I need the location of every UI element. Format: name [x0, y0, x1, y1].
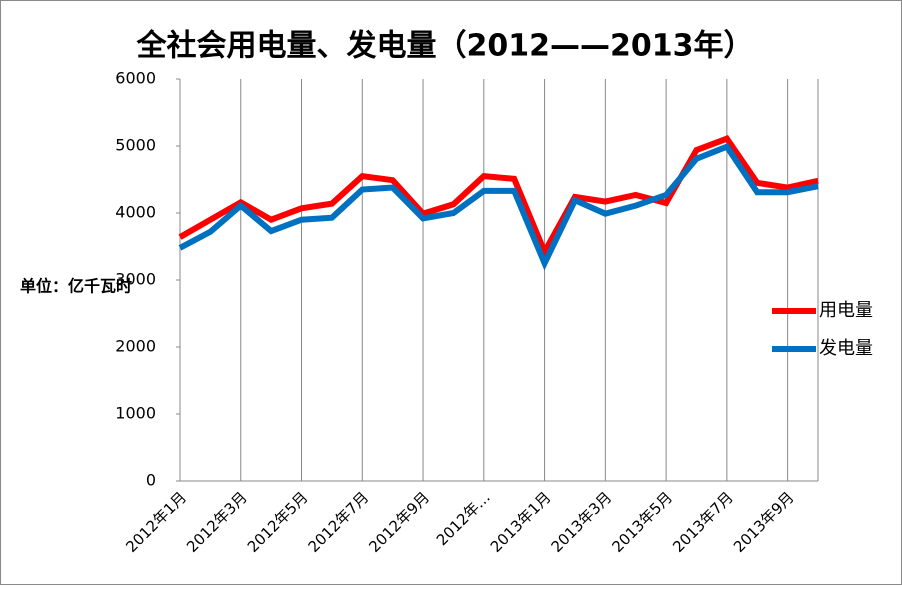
series-line	[178, 134, 819, 259]
y-tick-label: 1000	[115, 404, 156, 423]
y-tick-label: 5000	[115, 136, 156, 155]
y-tick-label: 0	[146, 471, 156, 490]
legend-label: 发电量	[819, 338, 873, 359]
legend-label: 用电量	[819, 300, 873, 321]
y-tick-label: 3000	[115, 270, 156, 289]
y-tick-label: 4000	[115, 203, 156, 222]
series-line	[178, 142, 819, 271]
y-tick-label: 6000	[115, 69, 156, 88]
chart-title: 全社会用电量、发电量（2012——2013年）	[136, 29, 754, 64]
y-tick-label: 2000	[115, 337, 156, 356]
unit-annotation: 单位：亿千瓦时	[20, 277, 132, 296]
